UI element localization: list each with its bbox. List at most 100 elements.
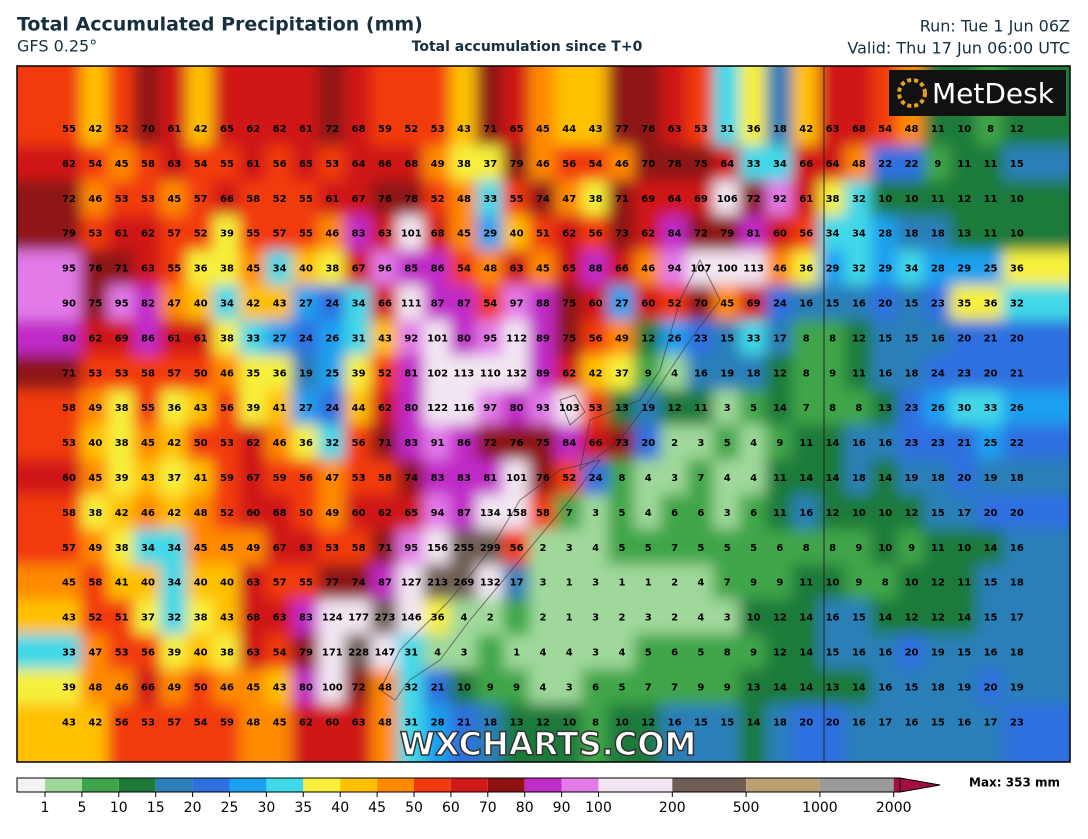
cell-value: 9 — [697, 682, 704, 693]
cell — [476, 145, 505, 183]
cell-value: 61 — [799, 194, 813, 205]
cell-value: 106 — [717, 194, 738, 205]
cell-value: 10 — [957, 543, 971, 554]
title: Total Accumulated Precipitation (mm) — [17, 14, 423, 36]
cell — [792, 529, 821, 567]
cell-value: 19 — [984, 473, 998, 484]
cell — [818, 215, 847, 253]
cell-value: 36 — [167, 403, 181, 414]
cell — [871, 494, 900, 532]
cell — [792, 424, 821, 462]
cell — [397, 459, 426, 497]
cell — [765, 180, 795, 218]
cell-value: 36 — [431, 613, 445, 624]
cell-value: 64 — [352, 159, 366, 170]
cell — [370, 424, 400, 462]
cell — [318, 354, 347, 392]
cell — [133, 494, 163, 532]
cell-value: 5 — [618, 543, 625, 554]
cell-value: 64 — [720, 159, 734, 170]
cell-value: 40 — [88, 438, 102, 449]
cell — [186, 703, 215, 762]
cell — [318, 180, 347, 218]
cell-value: 1 — [513, 648, 520, 659]
cell-value: 14 — [957, 613, 971, 624]
cell — [528, 145, 558, 183]
cell — [397, 703, 426, 762]
cell-value: 72 — [483, 438, 497, 449]
cell — [160, 703, 189, 762]
cell — [765, 215, 795, 253]
cell-value: 20 — [1010, 333, 1024, 344]
cell — [818, 145, 847, 183]
cell — [607, 529, 637, 567]
map-area — [17, 66, 1070, 762]
cell-value: 97 — [510, 299, 524, 310]
colorbar-label: 20 — [184, 800, 202, 816]
cell — [133, 180, 163, 218]
cell-value: 34 — [826, 229, 840, 240]
cell — [871, 564, 900, 602]
cell — [581, 180, 610, 218]
cell — [370, 634, 400, 671]
cell — [713, 215, 742, 253]
cell-value: 15 — [694, 717, 708, 728]
cell-value: 3 — [566, 682, 573, 693]
cell-value: 36 — [984, 299, 998, 310]
cell-value: 10 — [1010, 194, 1024, 205]
cell — [449, 145, 479, 183]
cell-value: 21 — [457, 717, 471, 728]
cell-value: 94 — [668, 264, 682, 275]
cell — [739, 668, 768, 706]
cell-value: 31 — [720, 124, 734, 135]
cell — [713, 599, 742, 637]
cell-value: 14 — [826, 438, 840, 449]
cell-value: 76 — [88, 264, 102, 275]
cell-value: 27 — [299, 403, 313, 414]
cell-value: 63 — [246, 648, 260, 659]
cell-value: 42 — [115, 508, 129, 519]
cell — [581, 250, 610, 288]
cell-value: 76 — [641, 124, 655, 135]
cell-value: 9 — [776, 438, 783, 449]
cell-value: 23 — [905, 438, 919, 449]
cell-value: 83 — [404, 438, 418, 449]
cell — [318, 285, 347, 322]
cell-value: 11 — [957, 578, 971, 589]
cell-value: 15 — [931, 717, 945, 728]
cell — [950, 494, 979, 532]
cell-value: 9 — [750, 648, 757, 659]
cell-value: 4 — [671, 368, 678, 379]
cell-value: 67 — [352, 194, 366, 205]
cell — [634, 494, 663, 532]
cell-value: 56 — [220, 403, 234, 414]
cell — [950, 424, 979, 462]
cell-value: 33 — [62, 648, 76, 659]
cell-value: 43 — [273, 682, 287, 693]
cell-value: 49 — [431, 159, 445, 170]
cell — [133, 145, 163, 183]
cell — [186, 634, 215, 671]
cell-value: 8 — [829, 333, 836, 344]
cell — [555, 599, 584, 637]
cell-value: 61 — [167, 124, 181, 135]
cell — [397, 424, 426, 462]
cell — [239, 564, 268, 602]
cell-value: 62 — [562, 229, 576, 240]
cell-value: 55 — [62, 124, 76, 135]
cell-value: 37 — [483, 159, 497, 170]
cell-value: 18 — [1010, 648, 1024, 659]
cell-value: 15 — [931, 508, 945, 519]
cell-value: 50 — [194, 368, 208, 379]
cell-value: 32 — [325, 438, 339, 449]
cell — [81, 319, 110, 357]
cell-value: 37 — [141, 613, 155, 624]
cell-value: 36 — [273, 368, 287, 379]
cell — [291, 145, 321, 183]
cell-value: 13 — [878, 403, 892, 414]
cell — [871, 424, 900, 462]
cell — [950, 180, 979, 218]
cell-value: 66 — [220, 194, 234, 205]
cell — [528, 529, 558, 567]
cell — [923, 494, 953, 532]
